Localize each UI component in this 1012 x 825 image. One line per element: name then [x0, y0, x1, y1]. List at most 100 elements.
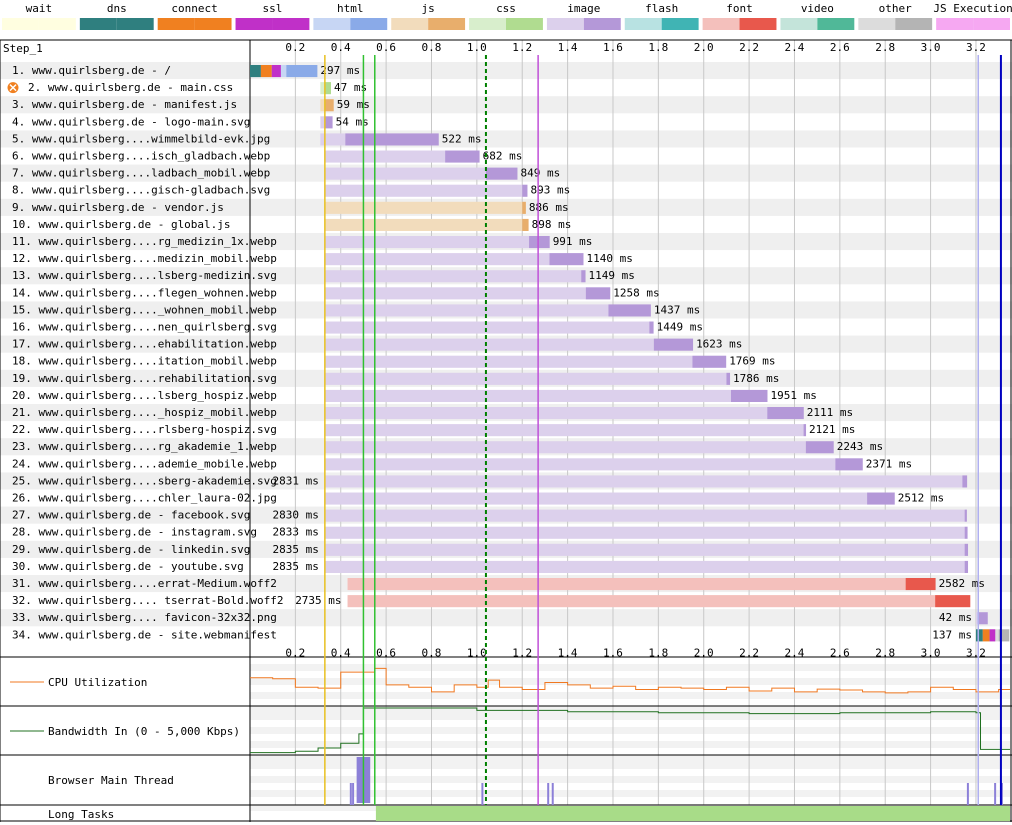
tick-label-bottom: 2.2 — [739, 646, 759, 659]
request-label: 23. www.quirlsberg....rg_akademie_1.webp — [12, 440, 277, 453]
bar-wait — [324, 201, 523, 214]
long-tasks-label: Long Tasks — [48, 808, 114, 821]
legend-label: css — [496, 2, 516, 15]
bar-wait — [324, 526, 965, 539]
tick-label-top: 2.8 — [875, 41, 895, 54]
main-thread-spike — [352, 783, 355, 805]
duration-label: 886 ms — [529, 201, 569, 214]
request-label: 11. www.quirlsberg....rg_medizin_1x.webp — [12, 235, 277, 248]
timing-markers — [324, 55, 1002, 805]
legend: wait dns connect ssl html js css image flash font… — [2, 2, 1012, 30]
bar-wait — [320, 116, 325, 129]
request-label: 7. www.quirlsberg....ladbach_mobil.webp — [12, 167, 270, 180]
bar-download — [445, 150, 480, 163]
duration-label: 2121 ms — [809, 423, 855, 436]
bar-download — [962, 475, 968, 488]
tick-label-bottom: 1.2 — [512, 646, 532, 659]
bar-ssl — [989, 629, 996, 642]
legend-swatch-light — [469, 18, 506, 30]
main-thread-label: Browser Main Thread — [48, 774, 174, 787]
legend-label: font — [726, 2, 753, 15]
bar-download — [649, 321, 654, 334]
bar-wait — [975, 612, 979, 625]
duration-label: 2835 ms — [273, 543, 319, 556]
request-label: 33. www.quirlsberg.... favicon-32x32.png — [12, 611, 277, 624]
tick-label-top: 1.4 — [558, 41, 578, 54]
request-bars — [250, 65, 1010, 642]
request-label: 30. www.quirlsberg.de - youtube.svg — [12, 560, 244, 573]
legend-swatch-dark — [116, 18, 154, 30]
bar-download — [485, 167, 518, 180]
bar-wait — [347, 595, 936, 608]
request-label: 34. www.quirlsberg.de - site.webmanifest — [12, 628, 277, 641]
legend-label: other — [879, 2, 912, 15]
long-task-bar — [375, 806, 1010, 821]
legend-swatch-dark — [194, 18, 232, 30]
bar-wait — [324, 492, 868, 505]
duration-label: 1449 ms — [657, 321, 703, 334]
bar-wait — [324, 218, 523, 231]
cpu-line — [250, 667, 1010, 694]
tick-label-top: 2.2 — [739, 41, 759, 54]
duration-label: 2243 ms — [837, 440, 883, 453]
request-label: 28. www.quirlsberg.de - instagram.svg — [12, 526, 257, 539]
legend-label: html — [337, 2, 364, 15]
panel-stripe — [250, 713, 1010, 720]
bar-download — [835, 458, 863, 471]
row-background — [0, 130, 1012, 148]
legend-label: video — [801, 2, 834, 15]
duration-label: 2831 ms — [273, 474, 319, 487]
bar-wait — [324, 475, 963, 488]
duration-label: 54 ms — [336, 115, 369, 128]
panel-stripe — [250, 755, 1010, 762]
main-thread-spike — [349, 783, 352, 805]
panel-stripe — [250, 762, 1010, 769]
main-thread-spike — [547, 783, 550, 805]
duration-label: 1623 ms — [696, 338, 742, 351]
bar-download — [522, 201, 526, 214]
legend-swatch-light — [858, 18, 896, 30]
legend-swatch-light — [235, 18, 273, 30]
bar-download — [286, 65, 318, 78]
legend-swatch-dark — [583, 18, 621, 30]
bar-dns — [250, 65, 261, 78]
request-label: 29. www.quirlsberg.de - linkedin.svg — [12, 543, 250, 556]
legend-swatch-dark — [38, 18, 76, 30]
bar-wait — [320, 133, 346, 146]
request-label: 14. www.quirlsberg....flegen_wohnen.webp — [12, 286, 277, 299]
duration-label: 2582 ms — [939, 577, 985, 590]
legend-swatch-dark — [350, 18, 388, 30]
bar-wait — [320, 82, 325, 95]
tick-label-bottom: 2.8 — [875, 646, 895, 659]
legend-swatch-dark — [817, 18, 855, 30]
x-axis-top: 0.2 0.4 0.6 0.8 1.0 1.2 1.4 1.6 1.8 2.0 2.2 2.4 2.6 2… — [285, 41, 985, 54]
duration-label: 2371 ms — [866, 457, 912, 470]
request-label: 6. www.quirlsberg....isch_gladbach.webp — [12, 150, 270, 163]
tick-label-bottom: 1.6 — [603, 646, 623, 659]
row-background — [0, 96, 1012, 114]
request-label: 26. www.quirlsberg....chler_laura-02.jpg — [12, 492, 277, 505]
bandwidth-label: Bandwidth In (0 - 5,000 Kbps) — [48, 725, 240, 738]
bar-wait — [324, 424, 804, 437]
tick-label-top: 3.2 — [966, 41, 986, 54]
request-label: 3. www.quirlsberg.de - manifest.js — [12, 98, 237, 111]
bar-wait — [324, 167, 486, 180]
request-label: 20. www.quirlsberg....lsberg_hospiz.webp — [12, 389, 277, 402]
legend-swatch-dark — [739, 18, 777, 30]
tick-label-top: 2.4 — [785, 41, 805, 54]
duration-label: 522 ms — [442, 132, 482, 145]
tick-label-bottom: 2.4 — [785, 646, 805, 659]
bar-wait — [324, 338, 654, 351]
bar-download — [905, 578, 936, 591]
request-label: 1. www.quirlsberg.de - / — [12, 64, 171, 77]
legend-label: ssl — [263, 2, 283, 15]
bar-download — [324, 82, 331, 95]
legend-swatch-light — [313, 18, 351, 30]
bar-download — [522, 218, 529, 231]
bar-download — [608, 304, 651, 317]
tick-label-top: 1.8 — [648, 41, 668, 54]
bar-wait — [324, 560, 965, 573]
bar-download — [964, 560, 969, 573]
duration-label: 1258 ms — [613, 286, 659, 299]
